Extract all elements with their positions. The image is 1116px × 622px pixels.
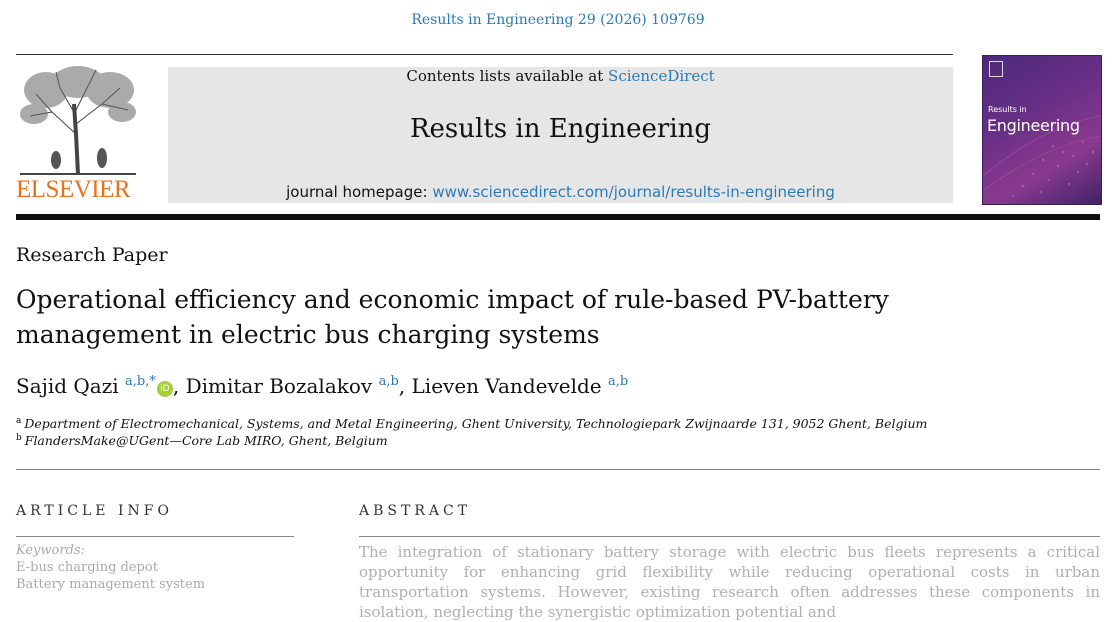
contents-available-line: Contents lists available at ScienceDirec… — [168, 67, 953, 85]
journal-citation-link[interactable]: Results in Engineering 29 (2026) 109769 — [411, 12, 705, 28]
section-divider — [16, 469, 1100, 470]
article-title-line-1: Operational efficiency and economic impa… — [16, 285, 889, 314]
author-name[interactable]: Sajid Qazi — [16, 374, 119, 398]
corresponding-author-mark[interactable]: * — [149, 374, 156, 389]
article-type: Research Paper — [16, 244, 168, 266]
author-name[interactable]: Dimitar Bozalakov — [185, 374, 373, 398]
journal-cover-thumbnail[interactable]: Results in Engineering — [982, 55, 1102, 205]
contents-prefix: Contents lists available at — [406, 67, 609, 85]
cover-publisher-mark-icon — [989, 61, 1003, 77]
running-head[interactable]: Results in Engineering 29 (2026) 109769 — [0, 12, 1116, 28]
cover-title-big: Engineering — [987, 116, 1080, 135]
keyword-item: Battery management system — [16, 577, 206, 592]
author-list: Sajid Qazi a,b,* iD, Dimitar Bozalakov a,… — [16, 374, 629, 398]
elsevier-tree-icon — [20, 66, 136, 175]
journal-banner: Contents lists available at ScienceDirec… — [168, 67, 953, 203]
affiliation-text: Department of Electromechanical, Systems… — [24, 416, 928, 431]
affiliation-mark: b — [16, 433, 22, 443]
journal-homepage-link[interactable]: www.sciencedirect.com/journal/results-in… — [432, 183, 835, 201]
cover-pattern-icon — [983, 115, 1101, 198]
abstract-rule — [359, 536, 1100, 537]
keywords-label: Keywords: — [16, 543, 85, 558]
author-affiliation-link[interactable]: a,b — [378, 374, 399, 389]
header-rule — [16, 54, 953, 55]
author-affiliation-link[interactable]: a,b,* — [125, 374, 156, 389]
cover-title-small: Results in — [988, 105, 1027, 114]
article-info-heading: ARTICLE INFO — [16, 503, 173, 519]
sciencedirect-link[interactable]: ScienceDirect — [608, 67, 715, 85]
affiliation-text: FlandersMake@UGent—Core Lab MIRO, Ghent,… — [24, 433, 388, 448]
publisher-wordmark: ELSEVIER — [16, 176, 131, 203]
author-name[interactable]: Lieven Vandevelde — [411, 374, 602, 398]
affiliation-b: b FlandersMake@UGent—Core Lab MIRO, Ghent… — [16, 433, 388, 448]
header-thick-rule — [16, 214, 1100, 220]
affiliation-a: a Department of Electromechanical, System… — [16, 416, 927, 431]
article-title-line-2: management in electric bus charging syst… — [16, 320, 600, 349]
homepage-prefix: journal homepage: — [286, 183, 433, 201]
article-info-rule — [16, 536, 294, 537]
publisher-logo[interactable]: ELSEVIER — [16, 64, 140, 204]
orcid-icon[interactable]: iD — [156, 381, 173, 397]
author-affiliation-link[interactable]: a,b — [607, 374, 629, 389]
abstract-heading: ABSTRACT — [359, 503, 472, 519]
journal-title: Results in Engineering — [409, 114, 712, 144]
abstract-text: The integration of stationary battery st… — [359, 543, 1100, 621]
article-title: Operational efficiency and economic impa… — [16, 282, 1016, 352]
journal-homepage-line: journal homepage: www.sciencedirect.com/… — [168, 183, 953, 201]
keyword-item: E-bus charging depot — [16, 560, 158, 575]
affiliation-mark: a — [16, 416, 22, 426]
